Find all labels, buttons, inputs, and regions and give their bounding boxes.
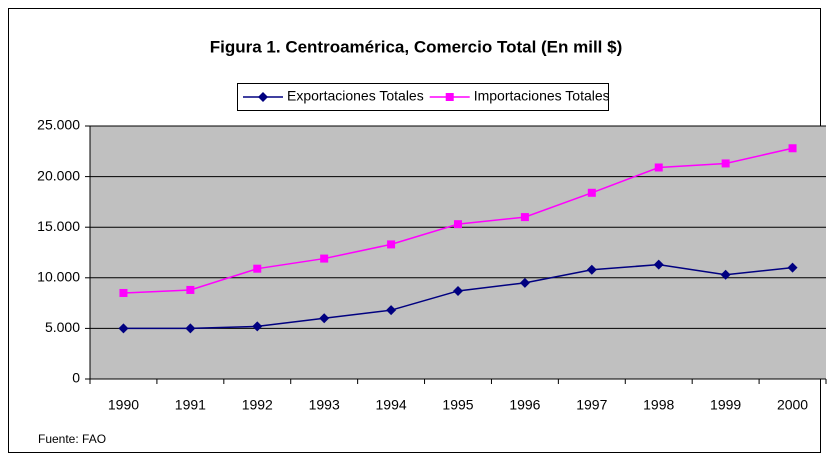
data-point [119,288,128,297]
chart-title: Figura 1. Centroamérica, Comercio Total … [210,37,623,56]
y-tick-label: 10.000 [37,269,80,285]
legend-marker [445,93,454,101]
plot-area [90,126,826,379]
data-point [653,259,664,270]
data-point [787,262,798,273]
y-tick-label: 25.000 [37,117,80,133]
data-point [185,323,196,334]
data-point [319,313,330,324]
x-tick-label: 1999 [710,397,741,413]
x-tick-label: 1991 [175,397,206,413]
y-tick-label: 0 [72,370,80,386]
legend-marker [258,92,268,102]
data-point [118,323,129,334]
data-point [253,264,262,273]
x-tick-label: 1993 [309,397,340,413]
data-point [720,269,731,280]
x-tick-label: 1994 [376,397,407,413]
source-note: Fuente: FAO [38,432,106,446]
data-point [721,159,730,168]
x-tick-label: 1997 [576,397,607,413]
legend-label: Exportaciones Totales [287,88,424,104]
data-point [788,144,797,153]
y-tick-label: 15.000 [37,218,80,234]
y-tick-label: 20.000 [37,167,80,183]
data-point [386,305,397,316]
x-tick-label: 1996 [509,397,540,413]
legend-label: Importaciones Totales [474,88,610,104]
data-point [454,220,462,229]
data-point [587,188,596,197]
data-point [320,254,329,263]
data-point [654,163,663,172]
data-point [186,285,195,294]
x-tick-label: 1992 [242,397,273,413]
data-point [586,264,597,275]
data-point [520,213,529,222]
legend-box [237,83,609,111]
data-point [252,321,263,332]
data-point [387,240,396,249]
x-tick-label: 2000 [777,397,808,413]
x-tick-label: 1998 [643,397,674,413]
y-tick-label: 5.000 [45,319,80,335]
x-tick-label: 1990 [108,397,139,413]
x-tick-label: 1995 [442,397,473,413]
data-point [453,285,463,296]
data-point [519,277,530,288]
